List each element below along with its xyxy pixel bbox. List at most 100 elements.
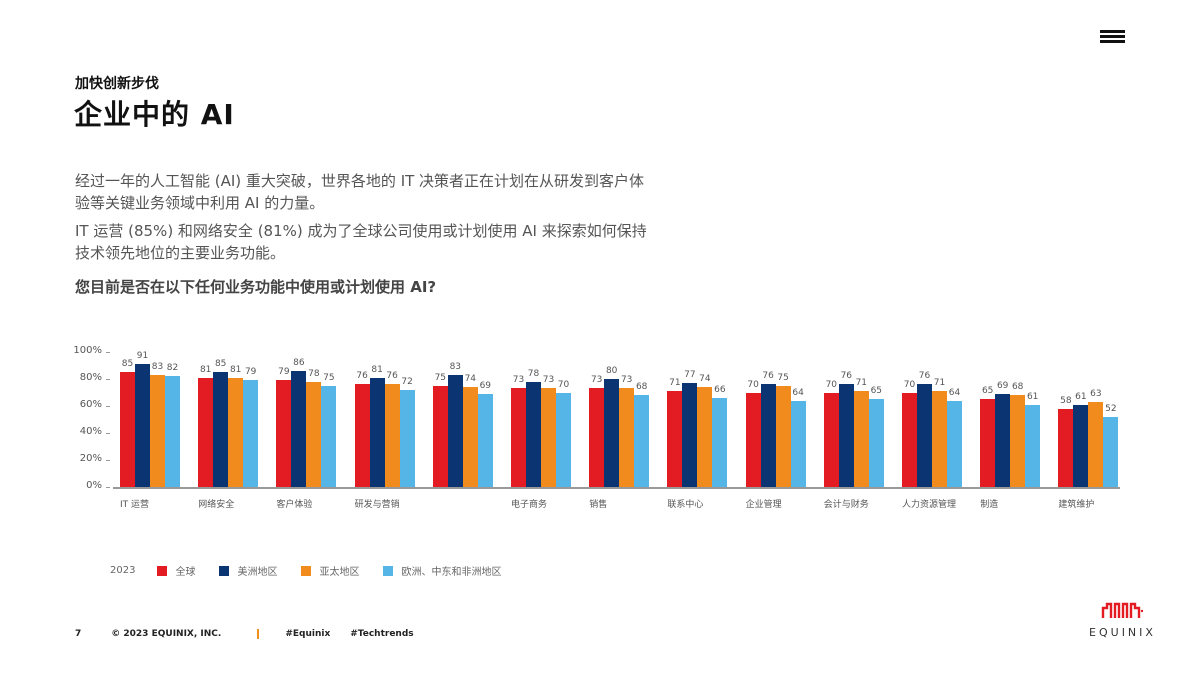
category-label: 联系中心: [667, 500, 704, 510]
data-label: 72: [401, 376, 413, 387]
category-label: 销售: [589, 500, 608, 510]
data-label: 64: [948, 387, 961, 398]
body-paragraph-2: IT 运营 (85%) 和网络安全 (81%) 成为了全球公司使用或计划使用 A…: [75, 222, 647, 262]
chart-bar: [1103, 416, 1119, 487]
chart-bar: [526, 381, 541, 487]
data-label: 85: [214, 359, 227, 370]
chart-bar: [198, 377, 214, 487]
chart-bar: [165, 376, 180, 487]
data-label: 74: [699, 374, 711, 385]
chart-bar: [604, 379, 620, 487]
chart-bar: [213, 372, 229, 487]
chart-bar: [682, 383, 698, 487]
data-label: 52: [1105, 403, 1117, 414]
data-label: 65: [981, 386, 994, 397]
data-label: 73: [542, 375, 555, 386]
chart-bar: [243, 380, 259, 487]
y-tick-mark: [106, 460, 110, 461]
chart-bar: [399, 389, 415, 487]
chart-bar: [150, 374, 165, 487]
legend-item-emea: 欧洲、中东和非洲地区: [383, 563, 501, 578]
chart-bar: [697, 387, 713, 487]
data-label: 80: [605, 366, 618, 376]
legend-label: 亚太地区: [319, 567, 360, 578]
data-label: 70: [747, 379, 759, 390]
chart-bar: [556, 392, 571, 487]
chart-bar: [541, 388, 556, 487]
chart-bar: [384, 384, 400, 487]
body-text: 经过一年的人工智能 (AI) 重大突破，世界各地的 IT 决策者正在计划在从研发…: [75, 170, 655, 270]
chart-bar: [634, 395, 650, 487]
data-label: 79: [278, 367, 290, 378]
data-label: 78: [527, 368, 540, 379]
equinix-logo: EQUINIX: [1080, 600, 1165, 639]
chart-bar: [790, 400, 806, 487]
legend-swatch: [219, 565, 230, 576]
data-label: 70: [825, 379, 838, 390]
chart-bar: [511, 388, 526, 487]
logo-wordmark: EQUINIX: [1089, 626, 1156, 639]
footer-divider: [257, 629, 260, 639]
data-label: 70: [557, 379, 570, 390]
y-tick-label: 80%: [79, 372, 102, 383]
y-tick-mark: [106, 487, 110, 488]
y-tick-label: 100%: [73, 345, 102, 356]
data-label: 68: [1011, 382, 1024, 393]
category-label: 电子商务: [511, 500, 548, 510]
data-label: 83: [151, 361, 164, 372]
chart-bar: [712, 397, 728, 487]
x-axis-line: [113, 487, 1120, 489]
chart-bar: [838, 384, 854, 487]
chart-bar: [321, 385, 337, 487]
data-label: 66: [714, 384, 726, 395]
data-label: 75: [323, 372, 335, 383]
y-tick-mark: [106, 379, 110, 380]
data-label: 76: [840, 371, 853, 382]
data-label: 69: [996, 380, 1009, 391]
data-label: 61: [1075, 391, 1087, 402]
legend-swatch: [301, 565, 312, 576]
chart-bar: [868, 399, 884, 487]
data-label: 76: [386, 371, 398, 382]
category-label: 客户体验: [276, 500, 313, 510]
data-label: 86: [293, 357, 305, 368]
section-eyebrow: 加快创新步伐: [75, 76, 159, 92]
hashtag-equinix: #Equinix: [285, 629, 331, 639]
chart-bar: [589, 388, 605, 487]
chart-bar: [462, 387, 478, 487]
data-label: 68: [635, 382, 648, 393]
chart-bar: [135, 364, 150, 487]
legend-year: 2023: [110, 565, 136, 576]
data-label: 73: [590, 375, 603, 386]
legend-label: 美洲地区: [237, 567, 278, 578]
data-label: 76: [762, 371, 774, 382]
chart-legend: 2023 全球 美洲地区 亚太地区 欧洲、中东和非洲地区: [110, 563, 525, 578]
chart-bar: [432, 385, 448, 487]
chart-bar: [120, 372, 135, 487]
data-label: 81: [229, 364, 242, 375]
data-label: 78: [308, 368, 320, 379]
legend-swatch: [383, 565, 394, 576]
data-label: 81: [371, 364, 383, 375]
data-label: 76: [918, 371, 931, 382]
chart-bar: [995, 393, 1011, 487]
y-tick-label: 0%: [86, 480, 102, 491]
chart-bar: [228, 377, 244, 487]
chart-bar: [477, 393, 493, 487]
data-label: 69: [479, 380, 492, 391]
legend-item-americas: 美洲地区: [219, 563, 277, 578]
data-label: 65: [870, 386, 883, 397]
y-tick-label: 60%: [79, 399, 102, 410]
data-label: 58: [1060, 395, 1072, 406]
category-label: 人力资源管理: [902, 500, 957, 510]
data-label: 73: [512, 375, 525, 386]
legend-label: 全球: [175, 567, 196, 578]
legend-item-apac: 亚太地区: [301, 563, 359, 578]
chart-bar: [1010, 395, 1026, 487]
chart-bar: [760, 384, 776, 487]
chart-bar: [369, 377, 385, 487]
data-label: 74: [464, 374, 477, 385]
data-label: 81: [199, 364, 212, 375]
hamburger-menu-icon[interactable]: [1100, 30, 1125, 44]
chart-bar: [291, 370, 307, 487]
